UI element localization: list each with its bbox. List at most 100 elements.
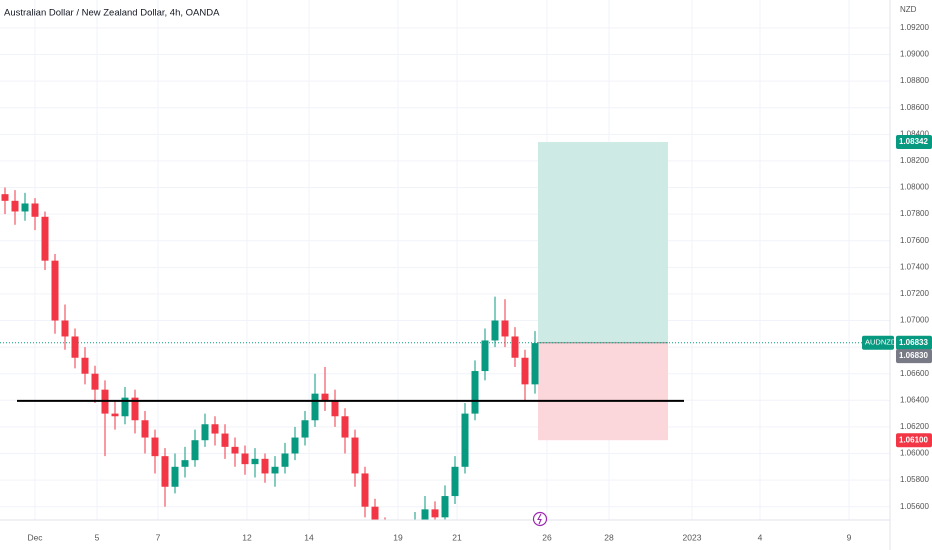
candle-body <box>221 433 229 447</box>
x-tick-label: 12 <box>242 532 252 542</box>
candle-body <box>501 320 509 337</box>
candle-body <box>311 393 319 421</box>
candle-body <box>511 336 519 358</box>
y-tick-label: 1.09000 <box>900 50 929 59</box>
grid <box>0 0 890 520</box>
candle-body <box>91 373 99 390</box>
y-tick-label: 1.06600 <box>900 369 929 378</box>
x-tick-label: 4 <box>758 532 763 542</box>
candle-body <box>151 437 159 457</box>
chart-title: Australian Dollar / New Zealand Dollar, … <box>4 8 220 19</box>
candle-body <box>431 509 439 518</box>
candle-body <box>51 260 59 321</box>
candle-body <box>281 453 289 467</box>
price-tag-label: 1.06833 <box>899 338 928 347</box>
y-tick-label: 1.05800 <box>900 475 929 484</box>
candle-body <box>121 397 129 417</box>
candle-body <box>331 400 339 417</box>
y-tick-label: 1.07000 <box>900 316 929 325</box>
profit-zone <box>538 142 668 343</box>
candle-body <box>201 424 209 441</box>
candle-body <box>341 416 349 438</box>
y-tick-label: 1.08200 <box>900 156 929 165</box>
candle-body <box>261 458 269 474</box>
x-tick-label: 19 <box>393 532 403 542</box>
overlay: 1.05600 1.05800 1.06000 1.06200 1.06400 1.066… <box>27 23 932 542</box>
x-tick-label: 9 <box>847 532 852 542</box>
candle-body <box>181 460 189 467</box>
price-tag-label: 1.08342 <box>899 137 928 146</box>
price-tag-label: 1.06100 <box>899 435 928 444</box>
price-tag <box>896 349 932 364</box>
y-tick-label: 1.08600 <box>900 103 929 112</box>
candle-body <box>251 458 259 465</box>
candle-body <box>161 456 169 487</box>
candle-body <box>171 466 179 487</box>
candle-body <box>361 473 369 507</box>
candle-body <box>521 357 529 385</box>
candle-body <box>321 393 329 401</box>
y-tick-label: 1.07600 <box>900 236 929 245</box>
candle-body <box>41 216 49 261</box>
y-tick-label: 1.06400 <box>900 395 929 404</box>
x-tick-label: 2023 <box>683 532 702 542</box>
plot-area <box>0 142 890 540</box>
x-tick-label: 5 <box>95 532 100 542</box>
candle-body <box>481 340 489 372</box>
candle-body <box>451 466 459 497</box>
loss-zone <box>538 342 668 441</box>
x-tick-label: 26 <box>542 532 552 542</box>
candle-body <box>71 336 79 358</box>
candle-body <box>471 371 479 414</box>
y-tick-label: 1.07400 <box>900 262 929 271</box>
price-tag <box>896 335 932 350</box>
y-tick-label: 1.05600 <box>900 502 929 511</box>
candle-body <box>141 420 149 438</box>
candle-body <box>271 466 279 474</box>
price-tag-label: 1.06830 <box>899 351 928 360</box>
candle-body <box>441 496 449 518</box>
candle-body <box>421 509 429 520</box>
alert-icon[interactable] <box>532 511 548 527</box>
candle-body <box>11 200 19 212</box>
y-tick-label: 1.08400 <box>900 129 929 138</box>
symbol-tag-label: AUDNZD <box>865 338 897 347</box>
currency-label: NZD <box>900 5 917 14</box>
x-tick-label: 28 <box>604 532 614 542</box>
candle-body <box>81 357 89 374</box>
candle-body <box>31 203 39 217</box>
y-tick-label: 1.08000 <box>900 183 929 192</box>
x-tick-label: 7 <box>156 532 161 542</box>
y-tick-label: 1.06000 <box>900 449 929 458</box>
candle-body <box>371 506 379 520</box>
y-tick-label: 1.09200 <box>900 23 929 32</box>
candle-body <box>21 203 29 212</box>
candle-body <box>231 446 239 454</box>
y-tick-label: 1.08800 <box>900 76 929 85</box>
y-tick-label: 1.06200 <box>900 422 929 431</box>
y-tick-label: 1.07800 <box>900 209 929 218</box>
candle-body <box>491 320 499 341</box>
candle-body <box>111 413 119 417</box>
candle-body <box>412 523 419 534</box>
candle-body <box>131 397 139 421</box>
candle-body <box>301 420 309 438</box>
candle-body <box>241 453 249 465</box>
price-tag <box>896 135 932 150</box>
candle-body <box>382 527 389 540</box>
symbol-tag <box>862 335 894 350</box>
price-tag <box>896 433 932 448</box>
x-tick-label: 14 <box>304 532 314 542</box>
candle-body <box>211 424 219 434</box>
candle-body <box>461 413 469 467</box>
x-tick-label: Dec <box>27 532 43 542</box>
candle-body <box>531 343 539 385</box>
x-tick-label: 21 <box>452 532 462 542</box>
candle-body <box>1 194 9 201</box>
candle-body <box>351 437 359 474</box>
candle-body <box>291 437 299 454</box>
candle-body <box>191 440 199 461</box>
candle-body <box>61 320 69 337</box>
y-tick-label: 1.07200 <box>900 289 929 298</box>
